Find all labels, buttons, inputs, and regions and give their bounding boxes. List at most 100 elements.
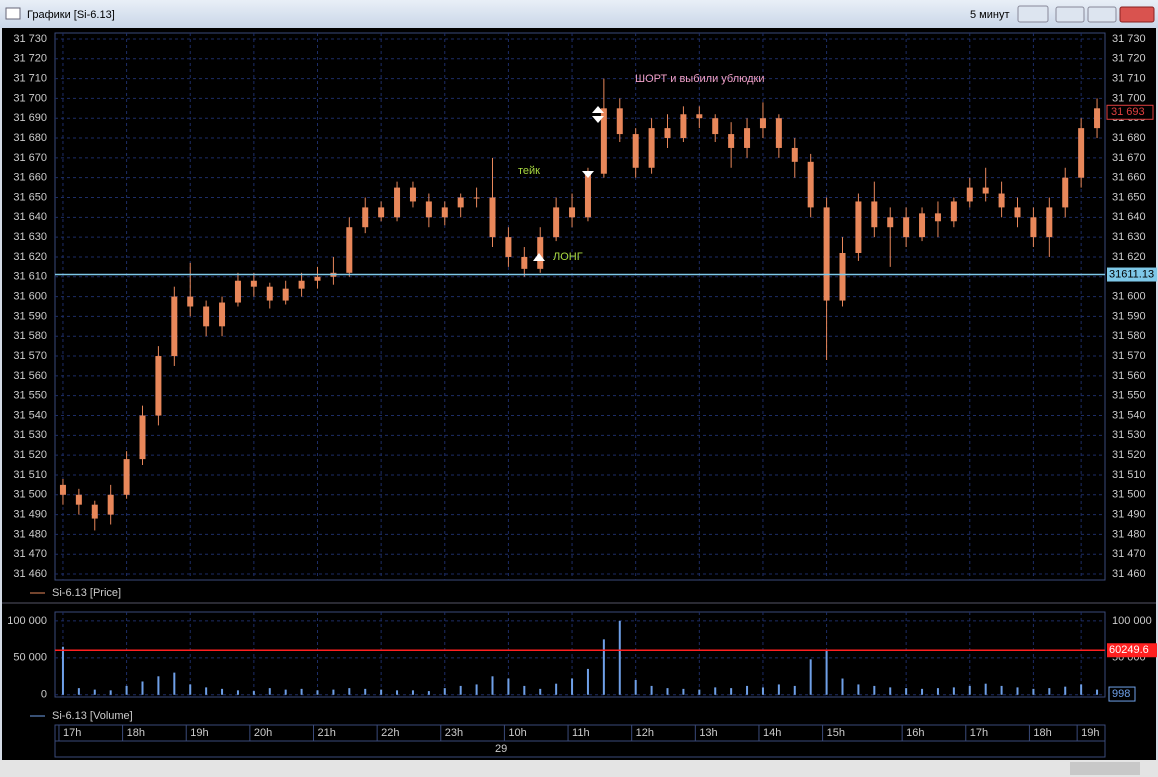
y-tick-label-right: 31 600 (1112, 290, 1146, 302)
candle-body (409, 187, 416, 202)
candle-body (1062, 177, 1069, 208)
y-tick-label: 31 460 (13, 568, 47, 580)
chart-area (2, 28, 1156, 760)
volume-bar (459, 685, 462, 695)
volume-bar (268, 688, 271, 695)
volume-frame (54, 611, 1106, 698)
y-tick-label-right: 31 710 (1112, 72, 1146, 84)
close-button[interactable] (1119, 6, 1155, 23)
volume-bar (952, 687, 955, 695)
y-tick-label-right: 31 490 (1112, 509, 1146, 521)
candle-body (807, 161, 814, 208)
candle-body (75, 494, 82, 505)
candle-body (171, 296, 178, 357)
candle-body (155, 356, 162, 416)
x-tick-label: 13h (699, 727, 717, 739)
volume-bar (475, 684, 478, 695)
volume-bar (761, 687, 764, 695)
y-tick-label: 31 620 (13, 251, 47, 263)
x-tick-label: 20h (254, 727, 272, 739)
x-tick-label: 18h (127, 727, 145, 739)
volume-bar (396, 690, 399, 695)
y-tick-label-right: 31 570 (1112, 350, 1146, 362)
y-tick-label: 31 690 (13, 112, 47, 124)
candle-body (107, 494, 114, 515)
candle-body (982, 187, 989, 194)
candle-body (664, 128, 671, 139)
x-tick-label: 14h (763, 727, 781, 739)
candle-body (632, 134, 639, 168)
x-tick-label: 19h (1081, 727, 1099, 739)
candle-body (250, 280, 257, 287)
volume-bar (571, 678, 574, 695)
candle-body (234, 280, 241, 303)
level-label: 31611.13 (1109, 268, 1154, 280)
y-tick-label-right: 31 470 (1112, 548, 1146, 560)
volume-bar (873, 685, 876, 695)
volume-bar (777, 684, 780, 695)
volume-bar (173, 672, 176, 695)
y-tick-label: 31 590 (13, 310, 47, 322)
stop-marker (592, 116, 604, 123)
volume-bar (77, 688, 80, 695)
level-label-bg (1107, 267, 1157, 282)
last-price-box (1106, 104, 1154, 120)
y-tick-label: 31 520 (13, 449, 47, 461)
candle-body (600, 108, 607, 174)
y-tick-label: 31 500 (13, 489, 47, 501)
candle-body (775, 118, 782, 148)
volume-bar (905, 688, 908, 695)
candle-body (505, 237, 512, 257)
x-tick-label: 17h (970, 727, 988, 739)
y-tick-label-right: 31 700 (1112, 92, 1146, 104)
candle-body (728, 134, 735, 148)
minimize-button[interactable] (1055, 6, 1085, 23)
volume-bar (1000, 685, 1003, 695)
volume-bar (921, 688, 924, 695)
x-tick-label: 22h (381, 727, 399, 739)
candle-body (759, 118, 766, 129)
volume-bar (61, 646, 64, 695)
volume-bar (491, 676, 494, 695)
candle-body (298, 280, 305, 289)
y-tick-label-right: 31 720 (1112, 53, 1146, 65)
volume-bar (427, 691, 430, 695)
volume-bar (109, 690, 112, 695)
volume-bar (730, 688, 733, 695)
y-tick-label-right: 31 630 (1112, 231, 1146, 243)
candle-body (712, 118, 719, 135)
candle-body (855, 201, 862, 253)
y-tick-label-right: 31 460 (1112, 568, 1146, 580)
y-tick-label: 31 600 (13, 290, 47, 302)
candle-body (998, 193, 1005, 208)
candle-body (139, 415, 146, 460)
candle-body (887, 217, 894, 228)
candle-body (314, 276, 321, 281)
maximize-button[interactable] (1087, 6, 1117, 23)
candle-body (966, 187, 973, 202)
volume-bar (507, 678, 510, 695)
anchor-button[interactable] (1017, 5, 1049, 23)
scroll-thumb[interactable] (1070, 762, 1140, 775)
annotation: тейк (518, 165, 540, 177)
scrollbar[interactable] (0, 760, 1158, 777)
volume-bar (682, 688, 685, 695)
candle-body (791, 147, 798, 162)
volume-bar (968, 685, 971, 695)
timeframe[interactable]: 5 минут (970, 9, 1010, 21)
candle-body (187, 296, 194, 307)
y-tick-label: 31 550 (13, 390, 47, 402)
volume-bar (252, 691, 255, 695)
candle-body (680, 114, 687, 139)
y-tick-label: 31 510 (13, 469, 47, 481)
y-tick-label: 31 480 (13, 528, 47, 540)
candle-body (266, 286, 273, 301)
candle-body (441, 207, 448, 218)
candle-body (219, 302, 226, 327)
y-tick-label-right: 31 650 (1112, 191, 1146, 203)
candle-body (871, 201, 878, 228)
x-tick-label: 11h (572, 727, 590, 739)
y-tick-label: 50 000 (13, 652, 47, 664)
volume-bar (93, 689, 96, 695)
y-tick-label-right: 31 660 (1112, 172, 1146, 184)
